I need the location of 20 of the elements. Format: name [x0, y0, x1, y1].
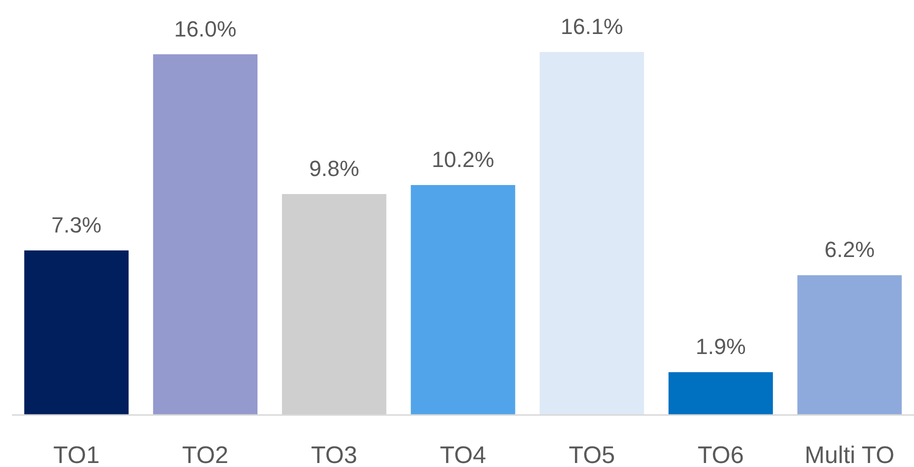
x-tick-label: Multi TO	[804, 442, 894, 467]
x-tick-label: TO1	[53, 442, 100, 467]
bar	[153, 54, 258, 415]
data-label: 9.8%	[309, 156, 360, 182]
data-label: 16.0%	[174, 16, 236, 42]
bar	[797, 275, 902, 415]
x-tick-label: TO4	[440, 442, 486, 467]
bar	[24, 250, 129, 415]
x-tick-label: TO5	[568, 442, 615, 467]
data-label: 7.3%	[51, 212, 102, 238]
data-label: 10.2%	[432, 147, 494, 172]
bar	[410, 185, 516, 415]
x-tick-label: TO6	[698, 442, 744, 467]
bar	[668, 372, 773, 415]
x-tick-label: TO2	[182, 442, 228, 467]
data-label: 16.1%	[560, 14, 624, 39]
x-tick-label: TO3	[311, 442, 358, 467]
data-label: 1.9%	[696, 334, 746, 360]
bar	[540, 52, 644, 415]
data-label: 6.2%	[824, 237, 875, 262]
